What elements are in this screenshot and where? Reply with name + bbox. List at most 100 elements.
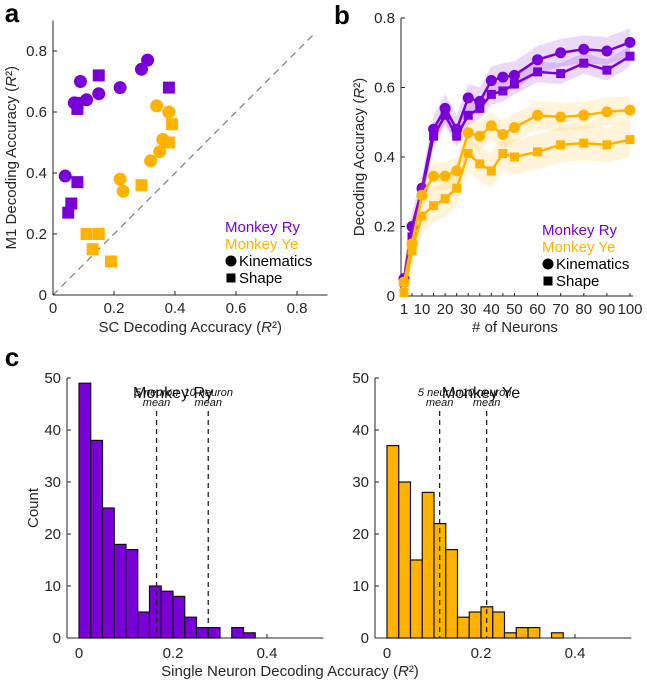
- square-legend-icon: [543, 276, 553, 286]
- series: [62, 69, 175, 219]
- x-axis-label: SC Decoding Accuracy (R²): [99, 319, 282, 336]
- data-point: [135, 179, 148, 192]
- data-point: [429, 201, 439, 211]
- data-point: [485, 75, 497, 87]
- x-tick-label: 90: [599, 301, 616, 318]
- series: [80, 118, 178, 268]
- mean-annotation-line2: mean: [473, 397, 501, 409]
- data-point: [104, 255, 117, 268]
- x-tick-label: 50: [506, 301, 523, 318]
- data-point: [116, 184, 130, 198]
- data-point: [533, 67, 543, 77]
- data-point: [462, 127, 474, 139]
- legend-entry-monkey-ye: Monkey Ye: [542, 239, 615, 256]
- data-point: [407, 232, 417, 242]
- data-point: [555, 47, 567, 59]
- data-point: [475, 159, 485, 169]
- panel-label-b: b: [334, 0, 350, 30]
- x-tick-label: 1: [400, 301, 408, 318]
- histogram-bar: [386, 445, 400, 639]
- data-point: [497, 71, 509, 83]
- x-tick-label: 0.4: [565, 645, 586, 662]
- data-point: [86, 243, 99, 256]
- x-tick-label: 0: [383, 645, 391, 662]
- data-point: [144, 154, 158, 168]
- data-point: [555, 111, 567, 123]
- y-tick-label: 0.4: [26, 165, 47, 182]
- histogram-bar: [160, 590, 174, 639]
- data-point: [451, 165, 463, 177]
- error-band: [404, 96, 630, 296]
- legend-entry-kinematics: Kinematics: [556, 256, 629, 273]
- histogram-bar: [78, 382, 92, 639]
- y-axis-label: Decoding Accuracy (R²): [351, 78, 368, 236]
- histogram-bar: [90, 439, 104, 639]
- data-point: [625, 51, 635, 61]
- x-tick-label: 100: [617, 301, 642, 318]
- y-tick-label: 0: [387, 288, 395, 305]
- data-point: [624, 36, 636, 48]
- y-tick-label: 30: [44, 474, 61, 491]
- data-point: [602, 65, 612, 75]
- data-point: [134, 62, 148, 76]
- y-axis-label: M1 Decoding Accuracy (R²): [3, 66, 20, 249]
- series: [399, 122, 635, 298]
- x-axis-label: # of Neurons: [472, 319, 558, 336]
- series: [58, 53, 155, 183]
- x-tick-label: 30: [460, 301, 477, 318]
- series-line: [402, 55, 631, 283]
- series-line: [402, 108, 631, 283]
- x-tick-label: 0.2: [471, 645, 492, 662]
- x-tick-label: 40: [483, 301, 500, 318]
- panel-label-c: c: [5, 342, 19, 372]
- data-point: [162, 81, 175, 94]
- y-tick-label: 20: [352, 526, 369, 543]
- histogram-bar: [409, 559, 423, 639]
- circle-legend-icon: [225, 255, 237, 267]
- data-point: [497, 128, 509, 140]
- x-tick-label: 0.2: [104, 300, 125, 317]
- y-axis-label: Count: [25, 487, 42, 528]
- x-tick-label: 0.8: [287, 300, 308, 317]
- data-point: [440, 110, 450, 120]
- histogram-bar: [398, 481, 412, 639]
- data-point: [452, 131, 462, 141]
- legend-entry-monkey-ye: Monkey Ye: [225, 236, 298, 253]
- x-tick-label: 70: [552, 301, 569, 318]
- histogram-bar: [207, 626, 221, 639]
- histogram-bar: [195, 626, 209, 639]
- data-point: [417, 211, 427, 221]
- legend-entry-shape: Shape: [239, 270, 282, 287]
- histogram-bar: [503, 632, 517, 639]
- mean-annotation-line1: 5 neuron: [135, 387, 178, 399]
- histogram-bar: [445, 548, 459, 639]
- histogram-bar: [125, 548, 139, 639]
- histogram-bar: [172, 595, 186, 639]
- y-tick-label: 0: [361, 630, 369, 647]
- data-point: [532, 109, 544, 121]
- panel-label-a: a: [5, 0, 20, 28]
- data-point: [399, 288, 409, 298]
- data-point: [141, 53, 155, 67]
- mean-annotation-line1: 10 neuron: [183, 387, 233, 399]
- histogram-bar: [242, 632, 256, 639]
- y-tick-label: 50: [352, 370, 369, 387]
- x-tick-label: 0: [75, 645, 83, 662]
- histogram-bar: [550, 632, 564, 639]
- data-point: [624, 104, 636, 116]
- data-point: [416, 189, 428, 201]
- mean-annotation-line2: mean: [143, 397, 171, 409]
- data-point: [498, 86, 508, 96]
- histogram-bar: [184, 616, 198, 639]
- histogram-bar: [113, 543, 127, 639]
- circle-legend-icon: [542, 258, 554, 270]
- data-point: [578, 109, 590, 121]
- legend-entry-kinematics: Kinematics: [239, 253, 312, 270]
- y-tick-label: 30: [352, 474, 369, 491]
- data-point: [533, 147, 543, 157]
- x-tick-label: 0: [49, 300, 57, 317]
- data-point: [92, 69, 105, 82]
